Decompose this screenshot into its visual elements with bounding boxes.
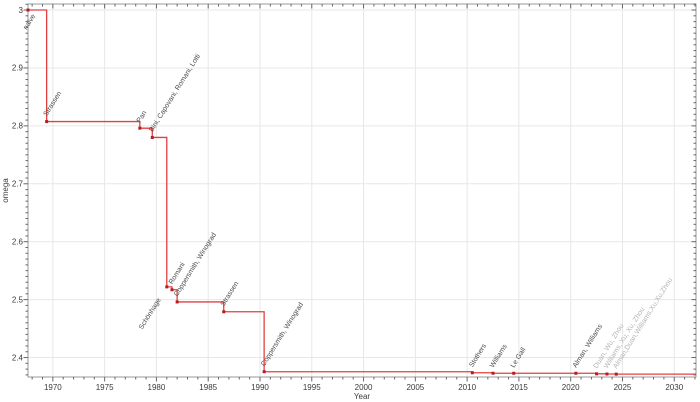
data-point-marker <box>26 8 30 12</box>
x-tick-label: 1995 <box>303 383 321 392</box>
data-point-marker <box>574 371 578 375</box>
y-tick-label: 2.8 <box>12 122 24 131</box>
data-point-marker <box>138 126 142 130</box>
plot-frame <box>27 3 697 378</box>
data-point-marker <box>605 372 609 376</box>
y-tick-label: 2.6 <box>12 238 24 247</box>
point-label: Stothers <box>468 342 488 368</box>
point-label: Pan <box>136 110 149 124</box>
data-point-marker <box>175 300 179 304</box>
x-tick-label: 2010 <box>458 383 476 392</box>
x-tick-label: 2025 <box>614 383 632 392</box>
x-tick-label: 2015 <box>510 383 528 392</box>
data-point-marker <box>512 371 516 375</box>
point-label: Schönhage <box>138 297 163 331</box>
data-point-marker <box>614 372 618 376</box>
y-tick-label: 2.9 <box>12 64 24 73</box>
data-point-marker <box>595 372 599 376</box>
x-tick-label: 1990 <box>251 383 269 392</box>
x-tick-label: 2020 <box>562 383 580 392</box>
point-label: Alman,Duan,Williams,Xu,Xu,Zhou <box>612 277 674 370</box>
y-tick-label: 2.5 <box>12 295 24 304</box>
x-tick-label: 1980 <box>148 383 166 392</box>
y-axis-label: omega <box>1 178 10 203</box>
point-label: Williams <box>489 343 509 369</box>
x-axis-label: Year <box>354 392 371 401</box>
y-tick-label: 3 <box>19 6 24 15</box>
data-point-marker <box>470 371 474 375</box>
y-tick-label: 2.7 <box>12 180 24 189</box>
point-label: Strassen <box>220 280 241 307</box>
data-point-marker <box>491 371 495 375</box>
x-tick-label: 1985 <box>199 383 217 392</box>
x-tick-label: 1970 <box>44 383 62 392</box>
data-point-marker <box>262 370 266 374</box>
data-point-marker <box>45 120 49 124</box>
data-point-marker <box>170 288 174 292</box>
x-tick-label: 2030 <box>665 383 683 392</box>
point-label: naive <box>22 13 37 31</box>
y-tick-label: 2.4 <box>12 353 24 362</box>
data-point-marker <box>165 285 169 289</box>
data-point-marker <box>222 310 226 314</box>
x-tick-label: 2000 <box>355 383 373 392</box>
x-tick-label: 2005 <box>406 383 424 392</box>
omega-step-line <box>28 9 696 375</box>
x-tick-label: 1975 <box>96 383 114 392</box>
data-point-marker <box>150 135 154 139</box>
